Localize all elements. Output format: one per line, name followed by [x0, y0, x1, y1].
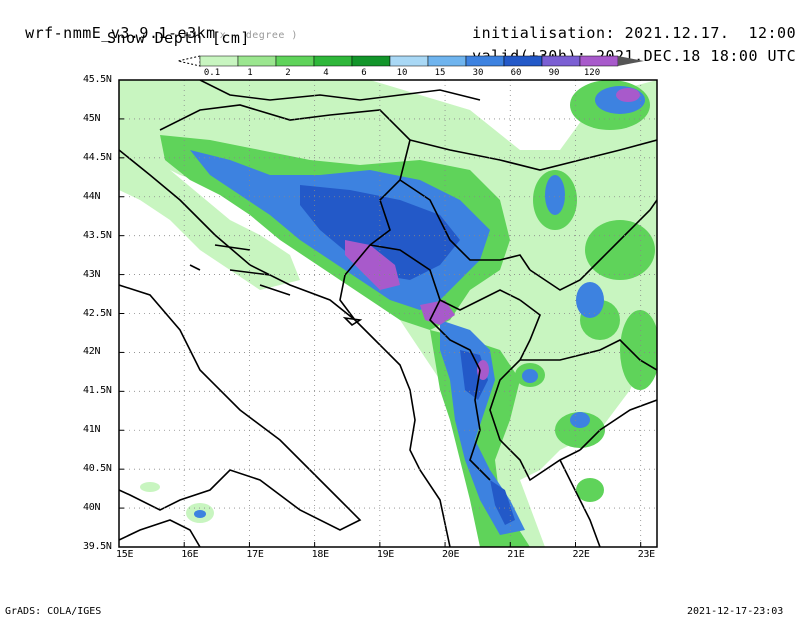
colorbar-level-label: 0.1 [203, 68, 221, 78]
model-name: wrf-nmmE_v3.9.1-e3km [25, 24, 216, 42]
model-title: wrf-nmmE_v3.9.1-e3km x . degree ) [6, 6, 298, 42]
lon-label: 15E [116, 549, 134, 560]
colorbar-level-label: 6 [361, 68, 367, 78]
lon-label: 21E [507, 549, 525, 560]
colorbar-level-label: 2 [285, 68, 291, 78]
lat-label: 40N [83, 502, 101, 514]
colorbar-level-label: 4 [323, 68, 329, 78]
variable-title: Snow Depth [cm] [107, 29, 250, 47]
colorbar-level-label: 90 [548, 68, 560, 78]
units-note: x . degree ) [219, 30, 298, 41]
axis-ticks [118, 79, 642, 548]
colorbar-level-label: 10 [396, 68, 408, 78]
snow-level-purple [345, 88, 640, 380]
colorbar-under-triangle [177, 55, 201, 67]
colorbar-segment [465, 55, 505, 67]
lat-label: 39.5N [83, 541, 112, 552]
lon-label: 16E [181, 549, 199, 560]
footer-timestamp: 2021-12-17-23:03 [687, 606, 784, 617]
colorbar-segment [199, 55, 239, 67]
colorbar-segment [237, 55, 277, 67]
colorbar-segment [313, 55, 353, 67]
lat-label: 43N [83, 268, 101, 280]
init-value: 2021.12.17. 12:00 UTC [624, 24, 797, 42]
init-line: initialisation: 2021.12.17. 12:00 UTC [453, 6, 800, 42]
lat-label: 42.5N [83, 307, 112, 319]
colorbar-level-label: 120 [583, 68, 601, 78]
colorbar-level-label: 30 [472, 68, 484, 78]
lon-label: 19E [376, 549, 395, 560]
footer-credit: GrADS: COLA/IGES [5, 606, 102, 617]
colorbar-level-label: 1 [247, 68, 253, 78]
colorbar-level-label: 15 [434, 68, 446, 78]
colorbar-segment [541, 55, 581, 67]
lat-label: 45.5N [83, 74, 112, 85]
lon-label: 22E [572, 549, 590, 560]
lat-label: 43.5N [83, 229, 112, 241]
lat-label: 44.5N [83, 151, 112, 163]
snow-level-darkblue [300, 185, 515, 525]
lat-label: 44N [83, 190, 101, 202]
colorbar-segment [579, 55, 619, 67]
lat-label: 45N [83, 112, 101, 124]
colorbar-level-label: 60 [510, 68, 522, 78]
lat-label: 41.5N [83, 385, 112, 397]
lon-label: 23E [637, 549, 655, 560]
colorbar-segment [351, 55, 391, 67]
lat-label: 42N [83, 346, 101, 358]
colorbar-segment [503, 55, 543, 67]
colorbar [177, 55, 644, 67]
colorbar-segment [275, 55, 315, 67]
colorbar-segment [389, 55, 429, 67]
lon-label: 20E [442, 549, 460, 560]
lon-label: 18E [311, 549, 329, 560]
colorbar-segment [427, 55, 467, 67]
coastlines-borders [119, 80, 657, 547]
init-label: initialisation: [472, 24, 616, 42]
colorbar-over-triangle [618, 56, 644, 66]
lat-label: 41N [83, 424, 101, 436]
lat-label: 40.5N [83, 463, 112, 475]
lon-label: 17E [246, 549, 264, 560]
snow-fields [119, 80, 657, 547]
